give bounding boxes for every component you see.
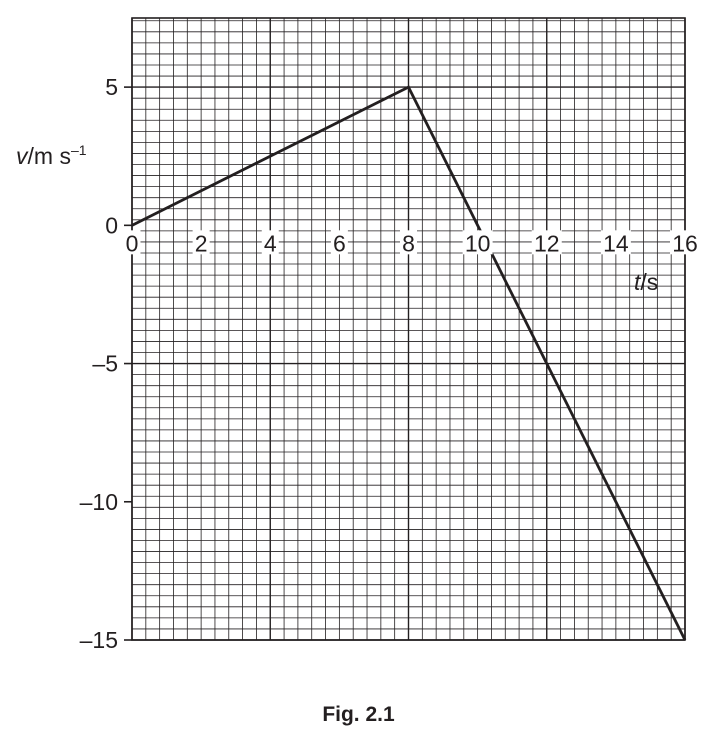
figure-caption: Fig. 2.1: [322, 703, 395, 726]
x-tick-label: 16: [672, 230, 698, 256]
y-tick-label: 5: [105, 74, 118, 100]
x-tick-label-bg: [400, 230, 417, 255]
x-axis-label: t/s: [634, 269, 658, 295]
x-tick-label: 10: [465, 230, 491, 256]
x-tick-label-bg: [330, 230, 348, 255]
y-tick-label: 0: [105, 212, 118, 238]
x-tick-label: 2: [195, 230, 208, 256]
velocity-time-chart: 5 0 –5 –10 –15 0 2 4 6 8 10 12 14 16 v/m s–1 t/s: [16, 17, 700, 653]
x-tick-label: 0: [126, 230, 139, 256]
x-tick-label-bg: [531, 230, 562, 255]
x-tick-label-bg: [261, 230, 279, 255]
series-layer: [131, 85, 687, 641]
x-tick-label: 4: [264, 230, 277, 256]
x-tick-label-bg: [192, 230, 210, 255]
x-tick-label: 12: [534, 230, 560, 256]
x-tick-label: 14: [603, 230, 629, 256]
x-tick-label-bg: [123, 230, 141, 255]
x-tick-label-bg: [600, 230, 631, 255]
series-line: [131, 85, 687, 641]
y-tick-labels: 5 0 –5 –10 –15: [80, 74, 118, 653]
plot-frame: [131, 17, 686, 641]
y-axis-label: v/m s–1: [16, 142, 87, 169]
y-tick-label: –10: [80, 489, 118, 515]
y-tick-label: –15: [80, 627, 118, 653]
x-tick-labels: 0 2 4 6 8 10 12 14 16: [123, 230, 700, 256]
x-tick-label-bg: [670, 230, 700, 255]
y-tick-label: –5: [92, 351, 118, 377]
x-tick-label: 6: [333, 230, 346, 256]
x-tick-label: 8: [402, 230, 415, 256]
grid: [124, 17, 686, 641]
x-tick-label-bg: [462, 230, 493, 255]
